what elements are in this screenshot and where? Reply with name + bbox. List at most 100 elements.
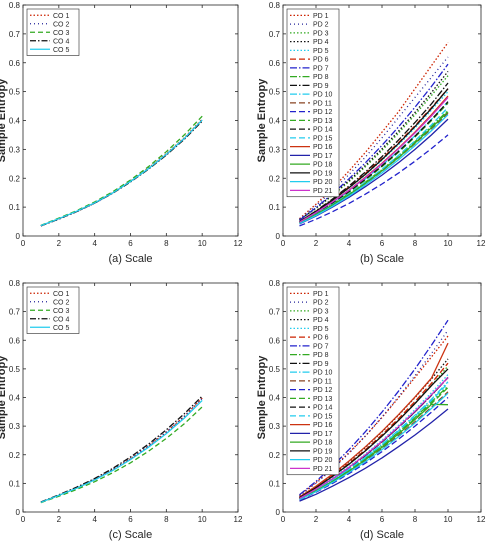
- legend-label: PD 10: [313, 370, 333, 377]
- series-line: [40, 399, 203, 503]
- legend-label: PD 3: [313, 308, 329, 315]
- x-axis-label: (a) Scale: [108, 253, 152, 265]
- y-axis-label: Sample Entropy: [0, 355, 8, 440]
- y-tick-label: 0.4: [269, 117, 281, 126]
- y-tick-label: 0.6: [9, 59, 21, 68]
- series-line: [299, 382, 449, 500]
- legend-box: [26, 8, 80, 56]
- legend-label: PD 4: [313, 317, 329, 324]
- series-line: [299, 335, 449, 496]
- y-tick-label: 0.4: [9, 394, 21, 403]
- series-line: [299, 377, 449, 500]
- series-line: [40, 115, 203, 226]
- x-tick-label: 8: [413, 515, 418, 524]
- x-tick-label: 2: [314, 239, 319, 248]
- legend-label: PD 19: [313, 448, 333, 455]
- y-tick-label: 0.7: [269, 308, 281, 317]
- y-tick-label: 0.4: [269, 394, 281, 403]
- legend-label: CO 2: [53, 21, 69, 28]
- y-tick-label: 0: [16, 232, 21, 241]
- legend-label: PD 19: [313, 170, 333, 177]
- x-tick-label: 0: [281, 515, 286, 524]
- legend: CO 1CO 2 CO 3CO 4 CO 5: [26, 8, 80, 56]
- legend-label: PD 14: [313, 405, 333, 412]
- legend-label: PD 9: [313, 83, 329, 90]
- x-tick-label: 6: [380, 239, 385, 248]
- y-tick-label: 0.1: [9, 203, 21, 212]
- x-tick-label: 6: [380, 515, 385, 524]
- legend-label: PD 8: [313, 352, 329, 359]
- y-tick-label: 0.3: [9, 145, 21, 154]
- y-tick-label: 0.7: [9, 308, 21, 317]
- x-tick-label: 10: [198, 515, 207, 524]
- panel-c: 0 2 4 6 8 10 12 0 0.1 0.2 0.3 0.4 0.5 0.6 0.7 0.8 (c) Sc…: [0, 279, 243, 541]
- panel-b: 0 2 4 6 8 10 12 0 0.1 0.2 0.3 0.4 0.5 0.6 0.7 0.8 (b) Sc…: [256, 1, 486, 265]
- y-tick-label: 0.2: [269, 451, 281, 460]
- y-tick-label: 0.6: [269, 336, 281, 345]
- legend-label: PD 5: [313, 326, 329, 333]
- x-tick-label: 12: [234, 515, 243, 524]
- legend-box: [26, 286, 80, 334]
- x-tick-label: 6: [128, 515, 133, 524]
- legend-label: PD 10: [313, 92, 333, 99]
- legend-label: PD 6: [313, 335, 329, 342]
- y-tick-label: 0.4: [9, 117, 21, 126]
- legend-label: PD 11: [313, 378, 332, 385]
- legend: PD 1 PD 2PD 3 PD 4 PD 5 PD 6PD 7 PD 8 PD 9 PD 1…: [286, 8, 340, 198]
- y-axis-label: Sample Entropy: [256, 355, 268, 440]
- legend-label: PD 4: [313, 39, 329, 46]
- x-tick-label: 12: [477, 515, 486, 524]
- x-tick-label: 4: [92, 515, 97, 524]
- legend-label: PD 15: [313, 413, 333, 420]
- legend-label: PD 18: [313, 162, 333, 169]
- y-tick-label: 0.3: [9, 422, 21, 431]
- x-tick-label: 0: [21, 239, 26, 248]
- legend: CO 1CO 2 CO 3CO 4 CO 5: [26, 286, 80, 334]
- x-axis-label: (b) Scale: [360, 253, 404, 265]
- y-axis-label: Sample Entropy: [256, 78, 268, 163]
- series-line: [40, 406, 203, 504]
- y-axis-label: Sample Entropy: [0, 78, 8, 163]
- y-tick-label: 0.1: [269, 479, 281, 488]
- y-tick-label: 0.5: [269, 88, 281, 97]
- y-tick-label: 0.7: [269, 30, 281, 39]
- series-line: [299, 82, 449, 223]
- legend-label: PD 7: [313, 65, 329, 72]
- series-line: [299, 63, 449, 221]
- series-line: [40, 395, 203, 503]
- series-line: [299, 403, 449, 500]
- legend-label: PD 9: [313, 361, 329, 368]
- y-tick-label: 0.6: [9, 336, 21, 345]
- legend-label: PD 21: [313, 188, 333, 195]
- y-tick-label: 0.8: [9, 279, 21, 288]
- panel-d: 0 2 4 6 8 10 12 0 0.1 0.2 0.3 0.4 0.5 0.6 0.7 0.8 (d) Sc…: [256, 279, 486, 541]
- series-line: [299, 111, 449, 224]
- legend: PD 1 PD 2PD 3 PD 4 PD 5 PD 6PD 7 PD 8 PD 9 PD 1…: [286, 286, 340, 476]
- legend-label: CO 2: [53, 299, 69, 306]
- series-line: [40, 118, 203, 227]
- y-tick-label: 0.2: [9, 174, 21, 183]
- y-tick-label: 0.8: [269, 279, 281, 288]
- legend-label: PD 12: [313, 387, 333, 394]
- x-axis-label: (d) Scale: [360, 529, 404, 541]
- y-tick-label: 0.1: [9, 479, 21, 488]
- panel-a: 0 2 4 6 8 10 12 0 0.1 0.2 0.3 0.4 0.5 0.6 0.7 0.8 (a) Sc…: [0, 1, 243, 265]
- legend-label: PD 13: [313, 396, 333, 403]
- legend-label: CO 4: [53, 316, 69, 323]
- legend-label: CO 4: [53, 38, 69, 45]
- y-tick-label: 0.8: [269, 1, 281, 10]
- legend-label: PD 11: [313, 100, 332, 107]
- x-tick-label: 2: [57, 515, 62, 524]
- legend-label: PD 7: [313, 343, 329, 350]
- legend-label: PD 1: [313, 291, 329, 298]
- x-tick-label: 10: [444, 239, 453, 248]
- legend-label: PD 8: [313, 74, 329, 81]
- x-tick-label: 0: [281, 239, 286, 248]
- series-line: [299, 96, 449, 223]
- x-tick-label: 4: [92, 239, 97, 248]
- legend-label: PD 18: [313, 440, 333, 447]
- legend-label: PD 3: [313, 30, 329, 37]
- y-tick-label: 0: [276, 232, 281, 241]
- series-line: [299, 134, 449, 227]
